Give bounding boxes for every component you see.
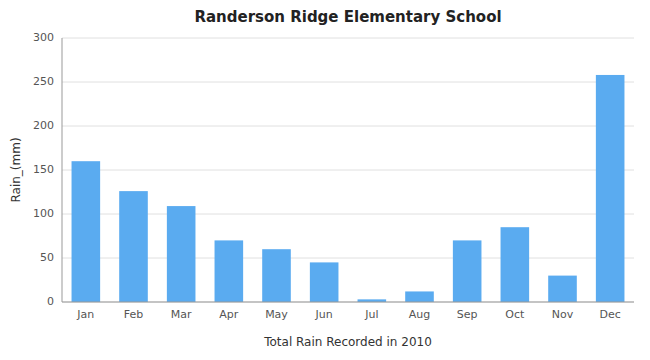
y-tick-label: 100 [33,207,54,220]
y-tick-label: 0 [47,295,54,308]
x-axis: Jan Feb Mar Apr May Jun Jul Aug Sep Oct Nov Dec [62,38,634,321]
grid-line [62,38,634,39]
bar [262,249,291,302]
grid-line [62,170,634,171]
x-tick-label: Aug [409,308,430,321]
x-tick-label: Jul [364,308,378,321]
bar [453,240,482,302]
x-tick-label: Jan [76,308,94,321]
bars [72,75,625,302]
grid-line [62,82,634,83]
y-tick-label: 300 [33,31,54,44]
x-axis-label: Total Rain Recorded in 2010 [263,335,432,349]
x-tick-label: Apr [219,308,239,321]
y-tick-label: 250 [33,75,54,88]
x-tick-label: Sep [457,308,478,321]
bar [596,75,625,302]
x-tick-label: Jun [315,308,333,321]
bar [215,240,244,302]
chart-title: Randerson Ridge Elementary School [194,8,501,26]
page: {"chart_data": {"type": "bar", "title": … [0,0,650,360]
grid-line [62,302,634,303]
grid-line [62,126,634,127]
bar [72,161,101,302]
y-axis-label: Rain_(mm) [9,137,23,202]
bar [548,276,577,302]
y-tick-label: 200 [33,119,54,132]
x-tick-label: May [265,308,288,321]
y-grid [62,38,634,302]
y-tick-label: 150 [33,163,54,176]
bar [310,262,339,302]
x-tick-label: Dec [600,308,621,321]
chart-svg: 0 50 100 150 200 250 300 Jan Feb Mar Apr May Jun Jul A… [0,0,650,360]
bar [167,206,196,302]
y-tick-label: 50 [40,251,54,264]
x-tick-label: Oct [505,308,525,321]
x-tick-label: Mar [171,308,192,321]
y-axis: 0 50 100 150 200 250 300 [33,31,54,308]
x-tick-label: Nov [552,308,574,321]
bar [501,227,530,302]
bar [405,291,434,302]
x-tick-label: Feb [124,308,143,321]
bar [119,191,148,302]
chart-container: 0 50 100 150 200 250 300 Jan Feb Mar Apr May Jun Jul A… [0,0,650,360]
y-axis-line [62,38,63,302]
x-axis-line [62,302,634,303]
